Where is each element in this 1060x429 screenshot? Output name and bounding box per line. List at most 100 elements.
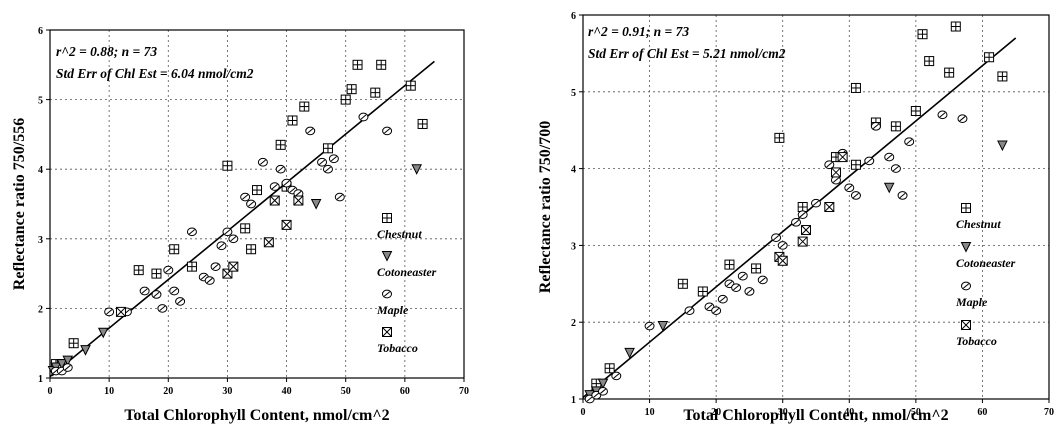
- data-point-tobacco-d2: [116, 307, 126, 317]
- data-point-maple-hatch: [739, 273, 746, 279]
- data-point-maple-hatch: [852, 192, 859, 199]
- data-point-tobacco-d2: [824, 202, 835, 212]
- x-tick-label: 50: [911, 407, 921, 418]
- data-point-maple-hatch: [892, 165, 899, 172]
- data-point-maple-hatch: [188, 229, 195, 235]
- data-point-tobacco-d2: [263, 237, 274, 248]
- legend-marker-tobacco-d2: [961, 320, 971, 330]
- y-tick-label: 3: [571, 241, 576, 252]
- data-point-maple-hatch: [200, 274, 207, 280]
- series-chestnut: [50, 59, 428, 370]
- data-point-maple-hatch: [206, 277, 213, 284]
- data-point-maple-hatch: [826, 162, 833, 168]
- data-point-cotoneaster: [657, 321, 669, 332]
- data-point-maple-hatch: [384, 128, 391, 134]
- legend: Chestnut Cotoneaster Maple Tobacco: [955, 203, 1016, 348]
- data-point-maple-hatch: [259, 159, 266, 165]
- data-point-maple-hatch: [706, 304, 713, 310]
- data-point-maple-hatch: [646, 323, 653, 329]
- legend-label-maple: Maple: [376, 303, 409, 317]
- data-point-tobacco-d2: [228, 261, 239, 272]
- r-squared-annotation: r^2 = 0.91; n = 73: [588, 24, 689, 39]
- data-point-maple-hatch: [106, 309, 113, 315]
- legend-marker-maple-hatch: [962, 283, 970, 289]
- data-point-maple-hatch: [832, 177, 839, 183]
- data-point-maple-hatch: [289, 187, 296, 193]
- data-point-maple-hatch: [319, 159, 326, 165]
- legend-label-cotoneaster: Cotoneaster: [956, 256, 1016, 270]
- data-point-cotoneaster: [62, 355, 74, 367]
- data-point-maple-hatch: [726, 281, 733, 287]
- data-point-maple-hatch: [330, 156, 337, 162]
- data-point-maple-hatch: [793, 219, 800, 225]
- x-tick-label: 60: [400, 386, 410, 397]
- y-axis-label: Reflectance ratio 750/700: [537, 121, 554, 293]
- legend-label-tobacco: Tobacco: [377, 341, 418, 355]
- y-tick-label: 3: [38, 235, 43, 246]
- data-point-maple-hatch: [242, 194, 249, 200]
- data-point-maple-hatch: [177, 298, 184, 305]
- data-point-maple-hatch: [599, 388, 606, 394]
- data-point-maple-hatch: [324, 166, 331, 172]
- data-point-maple-hatch: [613, 373, 620, 379]
- data-point-tobacco-d2: [281, 220, 292, 230]
- data-point-maple-hatch: [746, 288, 753, 295]
- data-point-tobacco-d2: [801, 225, 811, 235]
- data-point-cotoneaster: [883, 182, 895, 194]
- data-point-maple-hatch: [336, 194, 343, 200]
- data-point-cotoneaster: [56, 359, 68, 370]
- data-point-cotoneaster: [997, 140, 1008, 152]
- data-point-maple-hatch: [248, 201, 255, 207]
- data-point-maple-hatch: [906, 139, 913, 145]
- chart-left: 0 10 20 30 40 50 60 70 1 2 3 4 5 6 Total Chlorophyll C…: [11, 26, 469, 424]
- legend-label-maple: Maple: [955, 295, 988, 309]
- data-point-tobacco-d2: [837, 152, 848, 162]
- x-tick-label: 70: [1044, 407, 1054, 418]
- data-point-maple-hatch: [307, 128, 314, 134]
- x-tick-label: 20: [711, 407, 721, 418]
- y-tick-label: 4: [38, 165, 43, 176]
- x-tick-label: 10: [645, 407, 655, 418]
- gridlines: [583, 15, 1049, 399]
- data-point-maple-hatch: [899, 192, 906, 199]
- data-point-maple-hatch: [959, 116, 966, 122]
- data-point-maple-hatch: [230, 236, 237, 242]
- data-point-cotoneaster: [597, 378, 609, 390]
- gridlines: [50, 30, 464, 378]
- data-point-tobacco-d2: [777, 255, 788, 266]
- y-tick-label: 4: [571, 165, 576, 176]
- data-point-maple-hatch: [593, 392, 600, 398]
- legend-label-tobacco: Tobacco: [956, 334, 997, 348]
- data-point-maple-hatch: [812, 200, 820, 206]
- data-point-maple-hatch: [846, 185, 853, 191]
- data-point-maple-hatch: [153, 291, 160, 298]
- plot-frame: [49, 29, 465, 379]
- legend-marker-cotoneaster: [960, 242, 972, 253]
- data-point-maple-hatch: [866, 158, 873, 164]
- data-point-maple-hatch: [165, 267, 172, 273]
- legend-marker-maple-hatch: [383, 291, 391, 297]
- data-point-maple-hatch: [218, 243, 225, 249]
- legend-label-chestnut: Chestnut: [377, 227, 422, 241]
- data-point-maple-hatch: [686, 308, 693, 314]
- r-squared-annotation: r^2 = 0.88; n = 73: [56, 44, 157, 59]
- x-axis-label: Total Chlorophyll Content, nmol/cm^2: [683, 407, 948, 424]
- x-tick-label: 10: [104, 386, 114, 397]
- data-point-maple-hatch: [586, 396, 593, 402]
- y-tick-label: 1: [571, 395, 576, 406]
- data-point-maple-hatch: [360, 114, 367, 120]
- data-point-cotoneaster: [97, 327, 109, 339]
- x-tick-label: 30: [778, 407, 788, 418]
- y-tick-label: 1: [38, 374, 43, 385]
- data-point-maple-hatch: [719, 296, 726, 302]
- data-point-maple-hatch: [277, 166, 284, 172]
- y-tick-label: 5: [38, 96, 43, 107]
- data-point-cotoneaster: [80, 345, 91, 356]
- chart-right: 0 10 20 30 40 50 60 70 1 2 3 4 5 6 Total Chlorophyll C…: [537, 11, 1054, 424]
- data-point-maple-hatch: [799, 212, 806, 218]
- data-point-maple-hatch: [271, 183, 278, 190]
- data-point-maple-hatch: [64, 364, 71, 371]
- data-point-maple-hatch: [295, 190, 302, 197]
- data-point-maple-hatch: [779, 242, 786, 249]
- data-point-maple-hatch: [733, 285, 740, 291]
